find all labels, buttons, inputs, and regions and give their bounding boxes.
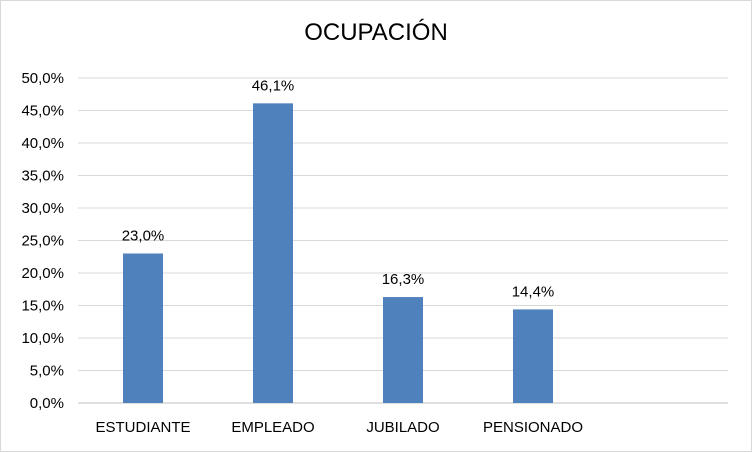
y-tick-label: 40,0%	[21, 135, 64, 152]
x-tick-label: EMPLEADO	[231, 419, 314, 436]
data-label: 16,3%	[382, 271, 425, 288]
bar	[253, 103, 293, 403]
bar	[513, 309, 553, 403]
y-tick-label: 15,0%	[21, 298, 64, 315]
y-tick-label: 35,0%	[21, 168, 64, 185]
y-tick-label: 50,0%	[21, 70, 64, 87]
x-tick-label: JUBILADO	[366, 419, 439, 436]
bar	[383, 297, 423, 403]
y-tick-label: 10,0%	[21, 330, 64, 347]
y-tick-label: 45,0%	[21, 103, 64, 120]
chart-title: OCUPACIÓN	[304, 19, 448, 46]
data-label: 14,4%	[512, 283, 555, 300]
y-tick-label: 30,0%	[21, 200, 64, 217]
data-label: 46,1%	[252, 77, 295, 94]
y-tick-label: 20,0%	[21, 265, 64, 282]
data-label: 23,0%	[122, 228, 165, 245]
x-tick-label: PENSIONADO	[483, 419, 583, 436]
bar	[123, 253, 163, 403]
x-tick-label: ESTUDIANTE	[95, 419, 190, 436]
y-tick-label: 5,0%	[30, 363, 64, 380]
y-tick-label: 0,0%	[30, 395, 64, 412]
y-tick-label: 25,0%	[21, 233, 64, 250]
